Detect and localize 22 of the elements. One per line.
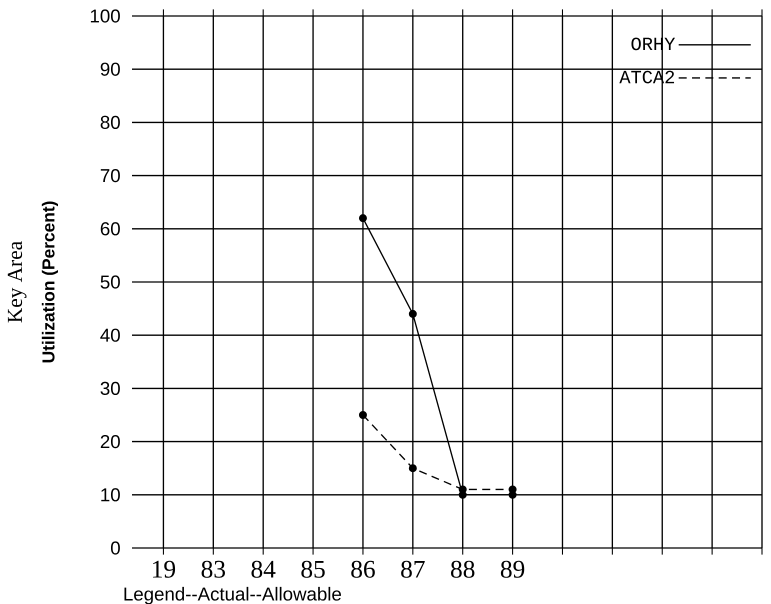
y-axis-title: Key Area bbox=[8, 240, 26, 322]
x-tick-label: 84 bbox=[251, 560, 276, 578]
y-tick-label: 40 bbox=[100, 328, 120, 342]
y-tick-label: 80 bbox=[100, 116, 120, 129]
x-tick-label: 19 bbox=[152, 560, 176, 578]
y-tick-label: 30 bbox=[100, 382, 120, 395]
y-tick-label: 70 bbox=[100, 168, 120, 182]
x-tick-label: 88 bbox=[451, 560, 474, 578]
y-tick-label: 10 bbox=[101, 488, 120, 502]
text: Legend--Actual--Allowable bbox=[124, 586, 341, 604]
x-tick-label: 87 bbox=[401, 560, 425, 578]
x-tick-label: 83 bbox=[202, 560, 225, 578]
y-tick-label: 20 bbox=[100, 434, 120, 448]
y-tick-label: 100 bbox=[90, 9, 120, 22]
text: Utilization (Percent) bbox=[42, 201, 58, 362]
y-tick-label: 60 bbox=[100, 222, 120, 236]
x-tick-label: 89 bbox=[500, 560, 524, 578]
x-tick-label: 86 bbox=[351, 560, 375, 578]
y-tick-label: 0 bbox=[110, 541, 120, 554]
y-tick-label: 90 bbox=[100, 62, 120, 76]
y-tick-label: 50 bbox=[100, 275, 120, 288]
x-tick-label: 85 bbox=[301, 560, 325, 578]
